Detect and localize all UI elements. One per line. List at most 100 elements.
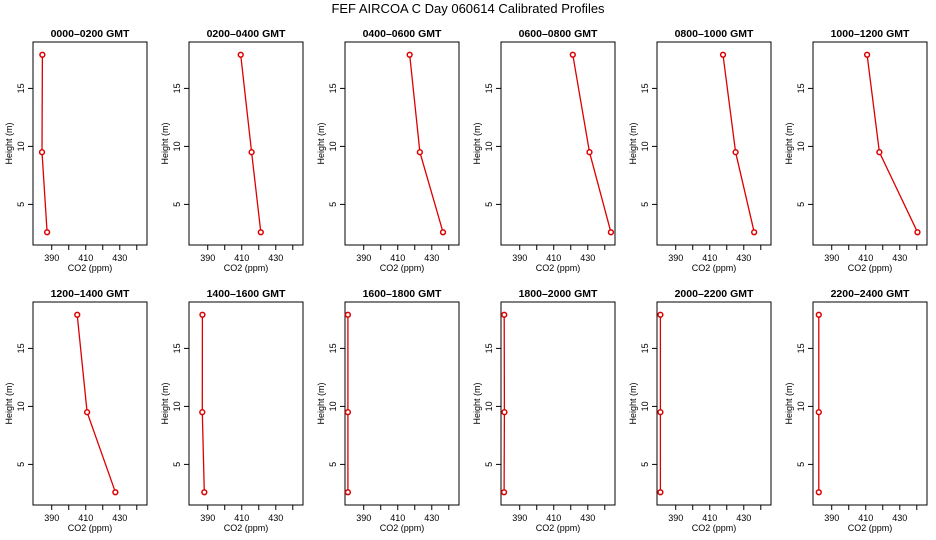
data-point: [657, 489, 664, 496]
y-tick-label: 5: [16, 462, 26, 467]
x-tick-label: 390: [44, 513, 59, 523]
panel-12: 2200–2400 GMT 390 410 430 5 10 15 CO2 (ppm) Heig…: [784, 288, 928, 533]
y-axis-label: Height (m): [4, 382, 14, 424]
data-point: [657, 409, 664, 416]
panel-2: 0200–0400 GMT 390 410 430 5 10 15 CO2 (ppm) Heig…: [160, 28, 304, 273]
profile-line: [409, 54, 444, 233]
y-axis-label: Height (m): [160, 122, 170, 164]
y-tick-label: 10: [172, 141, 182, 151]
plot-frame: [812, 41, 928, 246]
y-axis-label: Height (m): [628, 122, 638, 164]
data-point: [83, 409, 91, 416]
y-axis-label: Height (m): [472, 382, 482, 424]
x-tick-label: 410: [546, 513, 561, 523]
x-tick-label: 410: [390, 513, 405, 523]
data-point: [815, 409, 822, 416]
data-point: [657, 311, 664, 318]
y-tick-label: 10: [16, 141, 26, 151]
panel-title: 1800–2000 GMT: [519, 288, 598, 300]
panel-title: 2200–2400 GMT: [831, 288, 910, 300]
y-tick-label: 10: [796, 141, 806, 151]
y-tick-label: 10: [640, 141, 650, 151]
data-point: [38, 149, 46, 156]
x-tick-label: 430: [424, 253, 439, 263]
data-point: [607, 229, 615, 236]
panel-title: 1000–1200 GMT: [831, 28, 910, 40]
data-point: [248, 149, 255, 156]
x-tick-label: 390: [356, 513, 371, 523]
y-tick-label: 15: [640, 83, 650, 93]
panel-4: 0600–0800 GMT 390 410 430 5 10 15 CO2 (ppm) Heig…: [472, 28, 616, 273]
data-point: [439, 229, 447, 236]
y-tick-label: 15: [172, 83, 182, 93]
x-tick-label: 430: [736, 513, 751, 523]
profile-line: [240, 54, 262, 233]
plot-frame: [500, 41, 616, 246]
x-tick-label: 390: [824, 513, 839, 523]
y-tick-label: 15: [16, 83, 26, 93]
plot-frame: [32, 41, 148, 246]
y-tick-label: 5: [484, 462, 494, 467]
x-tick-label: 430: [580, 513, 595, 523]
profile-line: [41, 54, 48, 233]
y-tick-label: 5: [16, 202, 26, 207]
x-tick-label: 390: [512, 253, 527, 263]
plot-frame: [188, 301, 304, 506]
y-axis-label: Height (m): [160, 382, 170, 424]
data-point: [815, 489, 822, 496]
x-axis-label: CO2 (ppm): [848, 263, 893, 273]
y-axis-label: Height (m): [784, 382, 794, 424]
y-tick-label: 5: [172, 202, 182, 207]
y-tick-label: 5: [640, 202, 650, 207]
x-tick-label: 390: [200, 253, 215, 263]
y-tick-label: 5: [328, 202, 338, 207]
y-axis-label: Height (m): [4, 122, 14, 164]
x-tick-label: 410: [702, 253, 717, 263]
profile-line: [76, 314, 117, 493]
x-tick-label: 390: [824, 253, 839, 263]
plot-frame: [656, 41, 772, 246]
y-tick-label: 10: [16, 401, 26, 411]
data-point: [751, 229, 758, 236]
plot-frame: [344, 301, 460, 506]
panel-title: 2000–2200 GMT: [675, 288, 754, 300]
panel-title: 1600–1800 GMT: [363, 288, 442, 300]
data-point: [416, 149, 424, 156]
panel-3: 0400–0600 GMT 390 410 430 5 10 15 CO2 (ppm) Heig…: [316, 28, 460, 273]
x-tick-label: 390: [668, 513, 683, 523]
y-tick-label: 5: [484, 202, 494, 207]
y-axis-label: Height (m): [316, 122, 326, 164]
x-tick-label: 390: [200, 513, 215, 523]
x-tick-label: 430: [112, 513, 127, 523]
panel-title: 1200–1400 GMT: [51, 288, 130, 300]
x-axis-label: CO2 (ppm): [692, 523, 737, 533]
x-axis-label: CO2 (ppm): [68, 263, 113, 273]
y-tick-label: 15: [328, 83, 338, 93]
x-tick-label: 430: [892, 253, 907, 263]
profile-line: [201, 314, 205, 493]
x-tick-label: 390: [512, 513, 527, 523]
x-tick-label: 430: [424, 513, 439, 523]
data-point: [344, 489, 352, 496]
data-point: [719, 51, 727, 58]
figure-title: FEF AIRCOA C Day 060614 Calibrated Profi…: [331, 1, 605, 16]
x-tick-label: 410: [546, 253, 561, 263]
y-tick-label: 5: [328, 462, 338, 467]
data-point: [74, 311, 81, 318]
x-tick-label: 430: [112, 253, 127, 263]
x-tick-label: 410: [858, 513, 873, 523]
data-point: [406, 51, 413, 58]
x-tick-label: 390: [356, 253, 371, 263]
panel-8: 1400–1600 GMT 390 410 430 5 10 15 CO2 (ppm) Heig…: [160, 288, 304, 533]
x-axis-label: CO2 (ppm): [380, 523, 425, 533]
panel-5: 0800–1000 GMT 390 410 430 5 10 15 CO2 (ppm) Heig…: [628, 28, 772, 273]
data-point: [732, 149, 739, 156]
data-point: [876, 149, 883, 156]
panel-9: 1600–1800 GMT 390 410 430 5 10 15 CO2 (ppm) Heig…: [316, 288, 460, 533]
x-axis-label: CO2 (ppm): [224, 523, 269, 533]
plot-frame: [344, 41, 460, 246]
data-point: [199, 311, 206, 318]
x-tick-label: 430: [580, 253, 595, 263]
